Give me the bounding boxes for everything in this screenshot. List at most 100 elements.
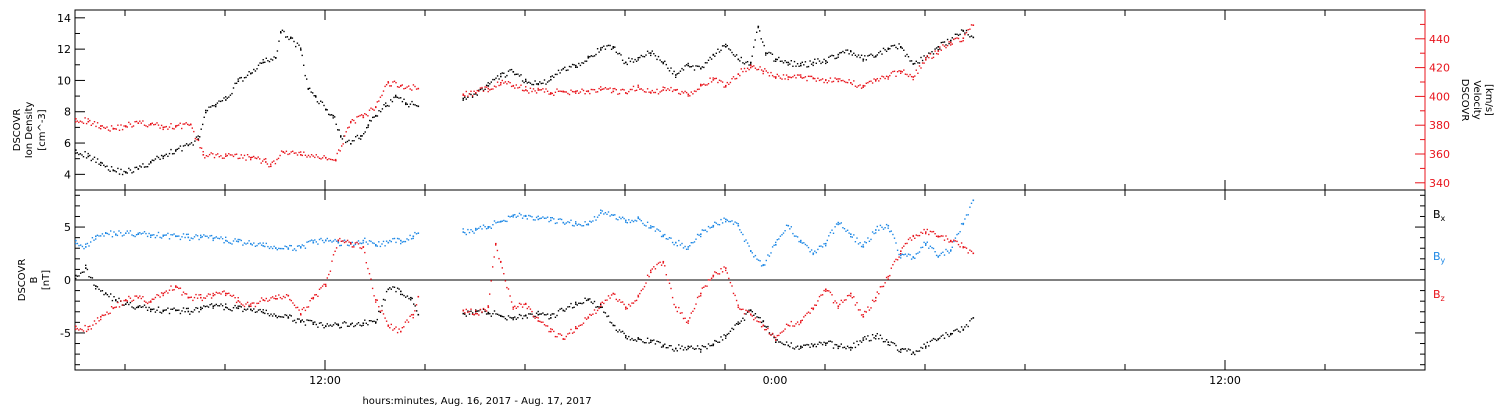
point-ion-density (775, 58, 777, 61)
point-ion-density (737, 58, 740, 61)
point-bz (417, 295, 420, 298)
point-by (900, 254, 902, 257)
point-bx (800, 345, 802, 348)
point-bz (375, 299, 377, 301)
point-ion-density (950, 39, 952, 42)
point-by (287, 248, 290, 250)
ytick-label-left: 4 (64, 168, 71, 181)
point-bz (337, 239, 340, 242)
point-velocity (750, 64, 752, 67)
point-by (750, 250, 752, 252)
point-bx (950, 332, 952, 335)
point-bz (800, 320, 802, 322)
point-bz (187, 296, 190, 299)
point-bx (275, 314, 277, 317)
point-velocity (675, 89, 677, 91)
point-ion-density (367, 124, 370, 126)
point-by (175, 235, 177, 238)
point-velocity (417, 87, 420, 90)
ytick-label-right: 360 (1429, 148, 1450, 161)
point-ion-density (75, 149, 77, 151)
point-ion-density (825, 60, 827, 62)
point-ion-density (375, 114, 377, 117)
point-ion-density (587, 57, 590, 59)
point-ion-density (125, 171, 127, 173)
point-bx (912, 352, 915, 354)
point-bx (837, 345, 840, 348)
point-bz (862, 316, 865, 318)
point-ion-density (87, 155, 90, 158)
point-ion-density (487, 85, 490, 87)
point-bz (487, 306, 490, 309)
point-ion-density (837, 53, 840, 56)
point-velocity (125, 125, 127, 127)
point-bx (387, 288, 390, 291)
point-bz (737, 306, 740, 309)
point-velocity (887, 76, 890, 78)
point-velocity (87, 120, 90, 123)
point-ion-density (175, 149, 177, 151)
point-velocity (725, 84, 727, 87)
top-right-ylabel-line2: Velocity (1471, 80, 1482, 119)
point-ion-density (187, 144, 190, 147)
point-ion-density (700, 67, 702, 70)
point-bz (712, 274, 715, 277)
point-bx (162, 309, 165, 312)
point-bz (675, 306, 677, 309)
point-bz (972, 252, 975, 255)
point-bx (825, 342, 827, 345)
point-bz (850, 292, 852, 295)
point-velocity (150, 123, 152, 126)
point-velocity (512, 84, 515, 87)
top-panel-frame (74, 9, 1426, 191)
point-bz (687, 320, 690, 322)
point-bz (137, 296, 140, 299)
bottom-left-ylabel-line1: DSCOVR (17, 259, 28, 302)
point-ion-density (537, 83, 540, 86)
point-bx (575, 303, 577, 305)
point-bz (250, 305, 252, 307)
point-ion-density (787, 61, 790, 64)
point-ion-density (395, 96, 397, 98)
ytick-label-left: 14 (57, 12, 71, 25)
point-by (775, 244, 777, 246)
point-bz (287, 294, 290, 297)
point-bx (350, 323, 352, 325)
point-ion-density (250, 72, 252, 75)
point-ion-density (812, 61, 815, 64)
point-by (162, 234, 165, 237)
point-bx (562, 309, 565, 312)
point-ion-density (417, 105, 420, 108)
point-bz (637, 295, 640, 298)
point-bx (737, 323, 740, 325)
point-ion-density (332, 114, 335, 117)
point-bz (912, 235, 915, 238)
point-ion-density (912, 63, 915, 65)
point-velocity (837, 80, 840, 83)
point-ion-density (712, 53, 715, 56)
point-velocity (937, 50, 940, 52)
point-bz (162, 292, 165, 295)
point-bz (950, 239, 952, 242)
point-ion-density (262, 61, 265, 64)
point-by (512, 214, 515, 216)
point-bx (887, 341, 890, 343)
top-left-ylabel-line2: Ion Density (24, 102, 35, 159)
point-velocity (562, 90, 565, 93)
point-by (972, 199, 975, 202)
point-bx (762, 320, 765, 322)
point-by (887, 224, 890, 227)
point-bz (387, 324, 390, 327)
ytick-label-left: 12 (57, 43, 71, 56)
point-bx (175, 309, 177, 312)
point-bz (475, 312, 477, 315)
point-bx (662, 344, 665, 347)
point-velocity (112, 128, 115, 130)
point-velocity (800, 76, 802, 78)
point-velocity (225, 155, 227, 157)
point-ion-density (112, 169, 115, 172)
time-axis: 12:00 0:00 12:00 (124, 10, 1326, 387)
point-bz (525, 303, 527, 305)
point-ion-density (675, 74, 677, 76)
point-bx (300, 320, 302, 322)
